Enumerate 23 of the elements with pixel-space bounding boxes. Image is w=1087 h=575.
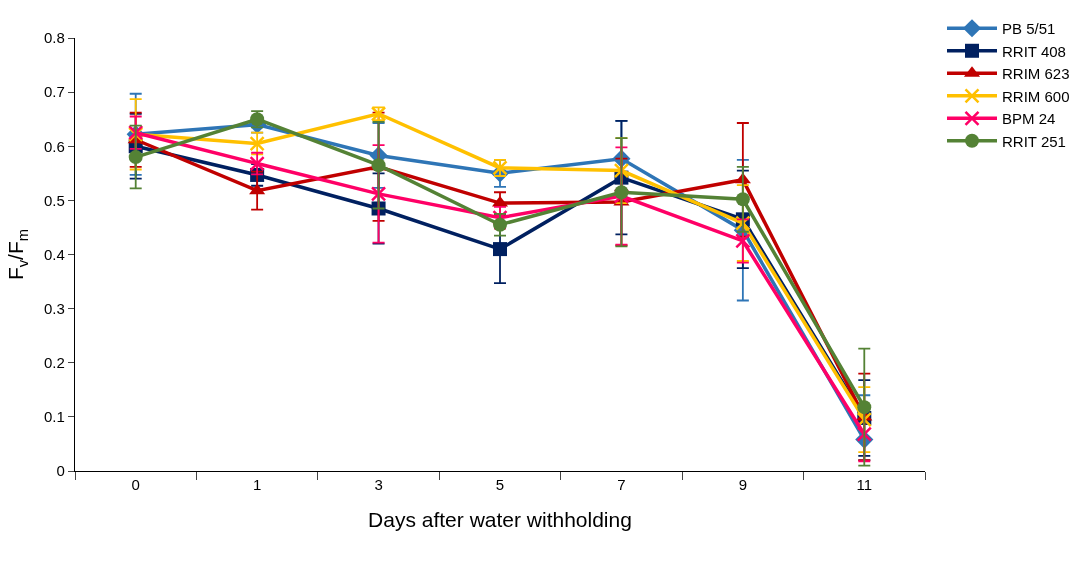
legend-label: RRIM 600 bbox=[1002, 87, 1070, 105]
y-tick-label: 0.1 bbox=[43, 408, 65, 426]
y-tick-label: 0 bbox=[56, 462, 65, 480]
x-tick-label: 7 bbox=[617, 476, 626, 494]
legend-label: BPM 24 bbox=[1002, 110, 1056, 128]
legend-label: RRIM 623 bbox=[1002, 65, 1070, 83]
y-tick-label: 0.5 bbox=[43, 191, 65, 209]
x-tick-label: 11 bbox=[856, 476, 873, 494]
legend-label: RRIT 251 bbox=[1002, 132, 1066, 150]
x-axis-title: Days after water withholding bbox=[368, 508, 632, 532]
y-tick-label: 0.8 bbox=[43, 29, 65, 47]
y-tick-label: 0.6 bbox=[43, 137, 65, 155]
legend-label: RRIT 408 bbox=[1002, 42, 1066, 60]
legend-label: PB 5/51 bbox=[1002, 20, 1056, 38]
x-tick-label: 0 bbox=[131, 476, 140, 494]
y-tick-label: 0.3 bbox=[43, 299, 65, 317]
y-tick-label: 0.7 bbox=[43, 83, 65, 101]
y-tick-label: 0.2 bbox=[43, 354, 65, 371]
x-tick-label: 9 bbox=[738, 476, 748, 494]
x-tick-label: 5 bbox=[495, 476, 505, 494]
y-tick-label: 0.4 bbox=[43, 245, 65, 263]
x-tick-label: 1 bbox=[252, 476, 262, 494]
x-tick-label: 3 bbox=[374, 476, 383, 494]
